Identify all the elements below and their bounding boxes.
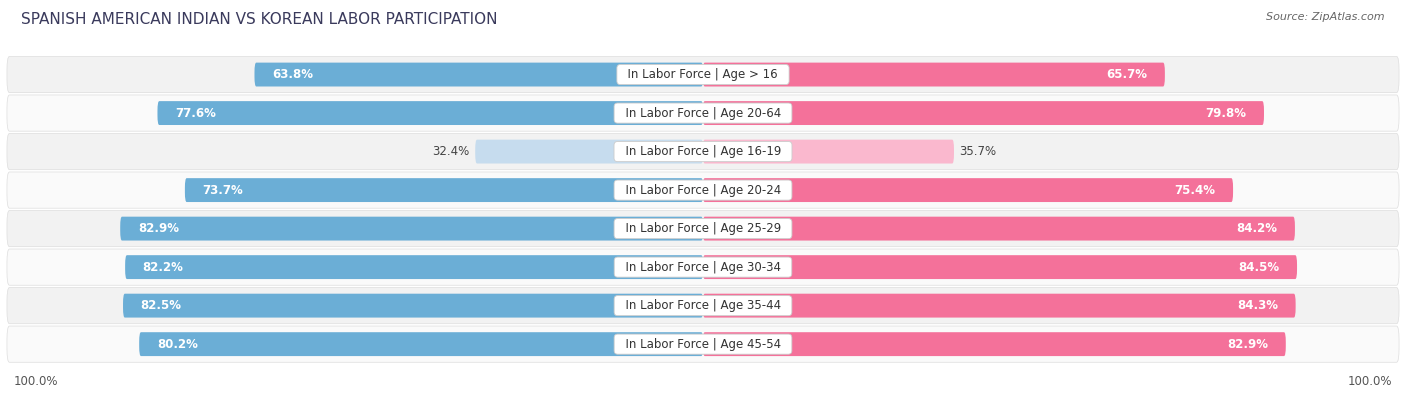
Text: 75.4%: 75.4% [1174, 184, 1215, 197]
FancyBboxPatch shape [186, 178, 703, 202]
Text: 82.5%: 82.5% [141, 299, 181, 312]
Text: In Labor Force | Age 35-44: In Labor Force | Age 35-44 [617, 299, 789, 312]
Text: 73.7%: 73.7% [202, 184, 243, 197]
FancyBboxPatch shape [703, 217, 1295, 241]
Text: 77.6%: 77.6% [176, 107, 217, 120]
Text: 32.4%: 32.4% [433, 145, 470, 158]
FancyBboxPatch shape [703, 101, 1264, 125]
FancyBboxPatch shape [7, 95, 1399, 131]
Text: Source: ZipAtlas.com: Source: ZipAtlas.com [1267, 12, 1385, 22]
FancyBboxPatch shape [254, 63, 703, 87]
Text: 82.9%: 82.9% [1227, 338, 1268, 351]
FancyBboxPatch shape [703, 332, 1286, 356]
Text: In Labor Force | Age 30-34: In Labor Force | Age 30-34 [617, 261, 789, 274]
Text: 63.8%: 63.8% [273, 68, 314, 81]
Text: In Labor Force | Age 45-54: In Labor Force | Age 45-54 [617, 338, 789, 351]
Text: 84.2%: 84.2% [1236, 222, 1277, 235]
FancyBboxPatch shape [703, 140, 953, 164]
Text: 80.2%: 80.2% [156, 338, 198, 351]
Text: In Labor Force | Age 16-19: In Labor Force | Age 16-19 [617, 145, 789, 158]
FancyBboxPatch shape [703, 294, 1296, 318]
FancyBboxPatch shape [125, 255, 703, 279]
Text: In Labor Force | Age 20-24: In Labor Force | Age 20-24 [617, 184, 789, 197]
Text: 65.7%: 65.7% [1107, 68, 1147, 81]
FancyBboxPatch shape [7, 288, 1399, 324]
FancyBboxPatch shape [7, 326, 1399, 362]
Text: 82.9%: 82.9% [138, 222, 179, 235]
Text: In Labor Force | Age 20-64: In Labor Force | Age 20-64 [617, 107, 789, 120]
Text: 100.0%: 100.0% [14, 375, 59, 388]
Text: SPANISH AMERICAN INDIAN VS KOREAN LABOR PARTICIPATION: SPANISH AMERICAN INDIAN VS KOREAN LABOR … [21, 12, 498, 27]
FancyBboxPatch shape [157, 101, 703, 125]
Text: 35.7%: 35.7% [960, 145, 997, 158]
FancyBboxPatch shape [703, 178, 1233, 202]
FancyBboxPatch shape [7, 56, 1399, 93]
FancyBboxPatch shape [703, 63, 1164, 87]
FancyBboxPatch shape [475, 140, 703, 164]
FancyBboxPatch shape [120, 217, 703, 241]
Text: 100.0%: 100.0% [1347, 375, 1392, 388]
FancyBboxPatch shape [7, 134, 1399, 170]
FancyBboxPatch shape [703, 255, 1298, 279]
Text: 79.8%: 79.8% [1205, 107, 1247, 120]
Text: 84.3%: 84.3% [1237, 299, 1278, 312]
FancyBboxPatch shape [7, 249, 1399, 285]
FancyBboxPatch shape [124, 294, 703, 318]
Text: 84.5%: 84.5% [1239, 261, 1279, 274]
FancyBboxPatch shape [7, 211, 1399, 247]
Text: 82.2%: 82.2% [143, 261, 184, 274]
FancyBboxPatch shape [7, 172, 1399, 208]
Text: In Labor Force | Age > 16: In Labor Force | Age > 16 [620, 68, 786, 81]
FancyBboxPatch shape [139, 332, 703, 356]
Text: In Labor Force | Age 25-29: In Labor Force | Age 25-29 [617, 222, 789, 235]
